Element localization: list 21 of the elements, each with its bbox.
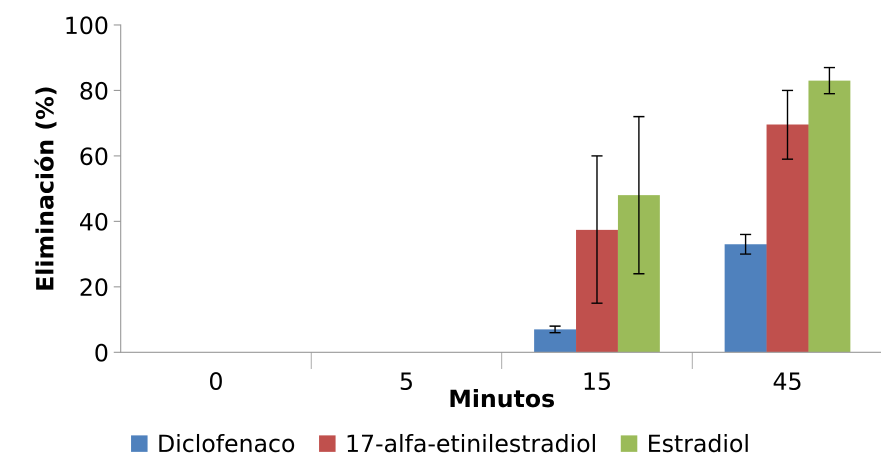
x-tick-label: 15	[584, 372, 610, 390]
x-tick-label: 5	[400, 372, 412, 390]
legend-label: Estradiol	[649, 434, 748, 452]
bar	[534, 329, 576, 352]
bar	[766, 124, 808, 352]
y-tick-label: 40	[80, 212, 108, 231]
y-tick-label: 60	[80, 147, 108, 166]
bar	[808, 80, 850, 352]
bar	[576, 230, 618, 352]
legend-label: Diclofenaco	[159, 434, 294, 452]
y-axis-title: Eliminación (%)	[34, 88, 56, 290]
y-tick-label: 80	[80, 82, 108, 100]
y-tick-label: 100	[66, 16, 108, 34]
x-tick-label: 45	[774, 372, 800, 390]
y-tick-label: 20	[80, 278, 108, 296]
legend-label: 17-alfa-etinilestradiol	[348, 434, 595, 452]
x-tick-label: 0	[210, 372, 222, 390]
bar	[618, 195, 660, 352]
y-tick-label: 0	[95, 344, 108, 362]
x-axis-title: Minutos	[450, 389, 554, 408]
bar	[724, 244, 767, 352]
